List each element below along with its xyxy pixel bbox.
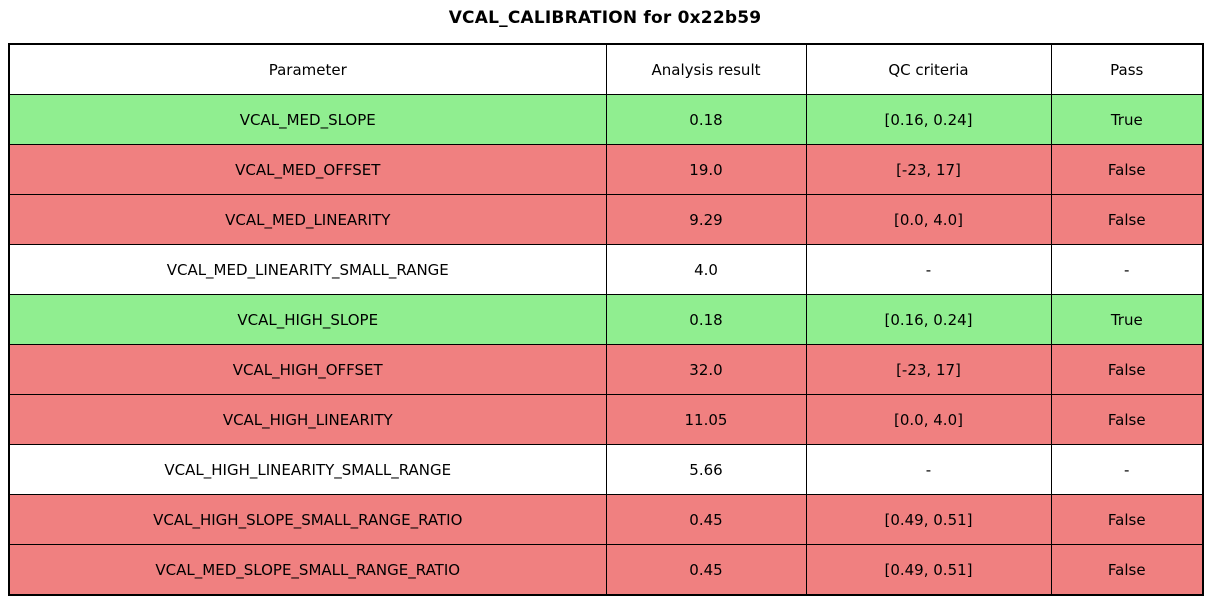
qc-table: Parameter Analysis result QC criteria Pa… — [8, 43, 1204, 596]
cell-qc-criteria: - — [805, 244, 1052, 295]
cell-parameter: VCAL_HIGH_LINEARITY_SMALL_RANGE — [8, 444, 607, 495]
table-row: VCAL_MED_SLOPE 0.18 [0.16, 0.24] True — [8, 94, 1204, 145]
cell-pass: False — [1050, 194, 1204, 245]
cell-pass: - — [1050, 444, 1204, 495]
cell-analysis-result: 19.0 — [605, 144, 807, 195]
cell-parameter: VCAL_MED_LINEARITY — [8, 194, 607, 245]
cell-parameter: VCAL_HIGH_SLOPE — [8, 294, 607, 345]
cell-parameter: VCAL_HIGH_LINEARITY — [8, 394, 607, 445]
cell-qc-criteria: - — [805, 444, 1052, 495]
cell-pass: True — [1050, 94, 1204, 145]
cell-qc-criteria: [0.0, 4.0] — [805, 394, 1052, 445]
cell-pass: False — [1050, 344, 1204, 395]
cell-qc-criteria: [-23, 17] — [805, 344, 1052, 395]
cell-qc-criteria: [0.0, 4.0] — [805, 194, 1052, 245]
cell-parameter: VCAL_MED_SLOPE — [8, 94, 607, 145]
cell-parameter: VCAL_MED_OFFSET — [8, 144, 607, 195]
table-row: VCAL_HIGH_SLOPE_SMALL_RANGE_RATIO 0.45 [… — [8, 494, 1204, 545]
cell-qc-criteria: [0.16, 0.24] — [805, 94, 1052, 145]
cell-analysis-result: 5.66 — [605, 444, 807, 495]
cell-pass: - — [1050, 244, 1204, 295]
table-row: VCAL_MED_SLOPE_SMALL_RANGE_RATIO 0.45 [0… — [8, 544, 1204, 596]
column-header-analysis-result: Analysis result — [605, 43, 807, 95]
table-row: VCAL_MED_LINEARITY 9.29 [0.0, 4.0] False — [8, 194, 1204, 245]
table-body: VCAL_MED_SLOPE 0.18 [0.16, 0.24] True VC… — [8, 94, 1204, 596]
cell-pass: True — [1050, 294, 1204, 345]
table-row: VCAL_HIGH_OFFSET 32.0 [-23, 17] False — [8, 344, 1204, 395]
cell-qc-criteria: [-23, 17] — [805, 144, 1052, 195]
cell-parameter: VCAL_MED_LINEARITY_SMALL_RANGE — [8, 244, 607, 295]
table-row: VCAL_HIGH_LINEARITY_SMALL_RANGE 5.66 - - — [8, 444, 1204, 495]
column-header-pass: Pass — [1050, 43, 1204, 95]
cell-analysis-result: 11.05 — [605, 394, 807, 445]
cell-analysis-result: 0.45 — [605, 494, 807, 545]
cell-parameter: VCAL_HIGH_OFFSET — [8, 344, 607, 395]
cell-parameter: VCAL_MED_SLOPE_SMALL_RANGE_RATIO — [8, 544, 607, 596]
table-row: VCAL_MED_LINEARITY_SMALL_RANGE 4.0 - - — [8, 244, 1204, 295]
cell-analysis-result: 0.45 — [605, 544, 807, 596]
cell-pass: False — [1050, 144, 1204, 195]
cell-analysis-result: 0.18 — [605, 294, 807, 345]
cell-parameter: VCAL_HIGH_SLOPE_SMALL_RANGE_RATIO — [8, 494, 607, 545]
cell-qc-criteria: [0.16, 0.24] — [805, 294, 1052, 345]
table-row: VCAL_HIGH_LINEARITY 11.05 [0.0, 4.0] Fal… — [8, 394, 1204, 445]
cell-analysis-result: 32.0 — [605, 344, 807, 395]
cell-analysis-result: 4.0 — [605, 244, 807, 295]
figure-title: VCAL_CALIBRATION for 0x22b59 — [448, 8, 762, 28]
cell-pass: False — [1050, 544, 1204, 596]
cell-qc-criteria: [0.49, 0.51] — [805, 544, 1052, 596]
cell-analysis-result: 0.18 — [605, 94, 807, 145]
table-row: VCAL_HIGH_SLOPE 0.18 [0.16, 0.24] True — [8, 294, 1204, 345]
table-row: VCAL_MED_OFFSET 19.0 [-23, 17] False — [8, 144, 1204, 195]
column-header-parameter: Parameter — [8, 43, 607, 95]
column-header-qc-criteria: QC criteria — [805, 43, 1052, 95]
header-row: Parameter Analysis result QC criteria Pa… — [8, 43, 1204, 95]
cell-qc-criteria: [0.49, 0.51] — [805, 494, 1052, 545]
cell-pass: False — [1050, 394, 1204, 445]
cell-pass: False — [1050, 494, 1204, 545]
cell-analysis-result: 9.29 — [605, 194, 807, 245]
